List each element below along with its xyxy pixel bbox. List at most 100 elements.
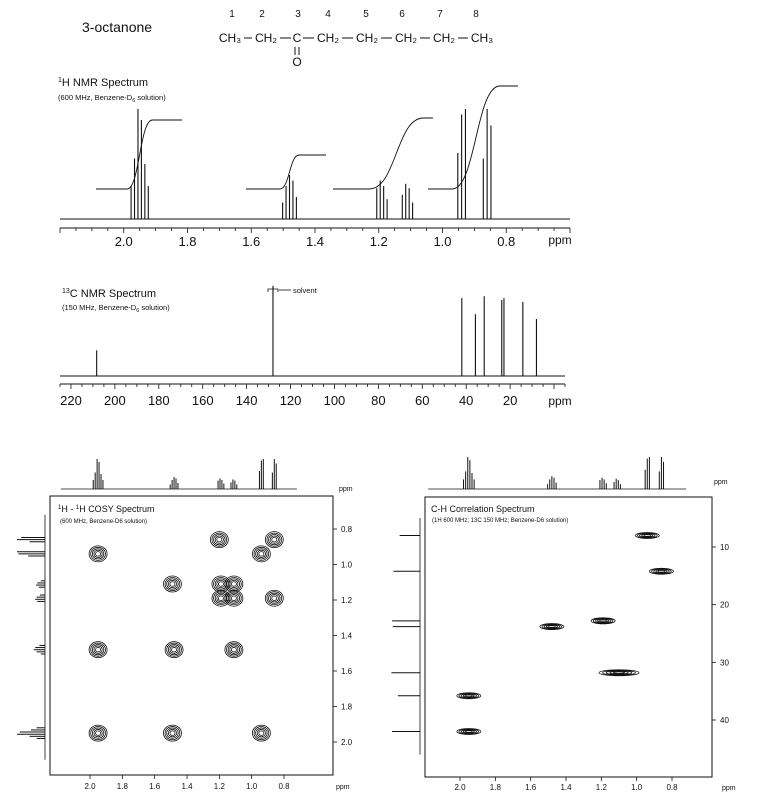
hetcor-cross-peak <box>634 532 660 539</box>
cosy-cross-peak <box>230 581 237 587</box>
hetcor-y-tick-label: 40 <box>720 716 729 725</box>
hetcor-cross-peaks <box>456 532 674 735</box>
cosy-cross-peak <box>253 546 270 561</box>
carbon-numbers: 1 2 3 4 5 6 7 8 <box>229 9 479 20</box>
hetcor-cross-peak <box>462 729 475 734</box>
hetcor-frame <box>424 496 713 778</box>
compound-name: 3-octanone <box>82 19 152 35</box>
formula-group-7: CH₂ <box>433 31 455 45</box>
cosy-cross-peak <box>164 577 181 591</box>
cosy-cross-peak <box>227 578 241 590</box>
h1-title-sup: 1 <box>58 77 62 84</box>
cosy-x-unit: ppm <box>336 784 350 791</box>
c13-tick-label: 180 <box>148 393 170 408</box>
c13-tick-label: 20 <box>503 393 517 408</box>
cosy-x-tick-label: 1.0 <box>246 782 258 791</box>
c13-tick-label: 40 <box>459 393 473 408</box>
h1-integral-1 <box>96 119 182 190</box>
cosy-cross-peak <box>90 642 106 657</box>
cosy-cross-peak <box>271 595 278 601</box>
hetcor-cross-peak <box>637 532 658 539</box>
cosy-cross-peak <box>90 726 106 741</box>
c13-axis-unit: ppm <box>548 394 571 408</box>
c13-spectrum: solvent <box>60 285 565 377</box>
formula-group-6: CH₂ <box>395 31 417 45</box>
carbon-number-7: 7 <box>437 9 443 20</box>
formula-group-4: CH₂ <box>317 31 339 45</box>
cosy-y-unit: ppm <box>339 486 353 493</box>
hetcor-cross-peak <box>465 694 473 698</box>
c13-x-axis: 220 200 180 160 140 120 100 80 60 40 20 ppm <box>59 383 572 408</box>
cosy-cross-peak <box>93 729 103 738</box>
cosy-cross-peak <box>230 595 237 601</box>
hetcor-cross-peak <box>460 729 477 734</box>
hetcor-cross-peak <box>545 624 558 629</box>
hetcor-conditions: (1H 600 MHz; 13C 150 MHz; Benzene-D6 sol… <box>432 518 568 524</box>
cosy-cross-peak <box>268 592 281 604</box>
hetcor-y-tick-label: 10 <box>720 543 729 552</box>
hetcor-x-tick-label: 0.8 <box>666 783 678 792</box>
h1-tick-label: 0.8 <box>497 234 515 249</box>
cosy-cross-peak <box>167 729 177 738</box>
hetcor-cross-peak <box>456 728 482 735</box>
cosy-cross-peak <box>166 727 179 739</box>
cosy-axes: 2.0 2.0 1.8 1.8 1.6 1.6 1.4 1.4 1.2 1.2 1.0 1.0 0.8 0… <box>84 486 352 791</box>
h1-tick-label: 2.0 <box>115 234 133 249</box>
cosy-cross-peak <box>224 589 244 607</box>
cosy-cross-peak <box>251 545 271 563</box>
cosy-cross-peak <box>255 727 268 739</box>
hetcor-x-tick-label: 1.0 <box>631 783 643 792</box>
cosy-y-tick-label: 1.8 <box>341 703 353 712</box>
cosy-x-tick-label: 2.0 <box>84 782 96 791</box>
h1-integral-3 <box>333 117 433 190</box>
hetcor-cross-peak <box>595 618 612 624</box>
hetcor-cross-peak <box>598 669 640 677</box>
hetcor-cross-peak <box>641 533 654 538</box>
carbon-number-6: 6 <box>399 9 405 20</box>
cosy-cross-peak <box>218 581 224 587</box>
hetcor-x-tick-label: 1.8 <box>490 783 502 792</box>
hetcor-cross-peak <box>649 567 674 575</box>
carbon-number-4: 4 <box>325 9 331 20</box>
carbon-number-8: 8 <box>473 9 479 20</box>
hetcor-cross-peak <box>609 670 629 675</box>
formula-group-8: CH₃ <box>471 31 493 45</box>
cosy-cross-peak <box>258 551 265 557</box>
cosy-cross-peak <box>253 726 270 741</box>
cosy-cross-peak <box>167 579 177 589</box>
cosy-cross-peak <box>226 591 242 606</box>
c13-tick-label: 120 <box>280 393 302 408</box>
cosy-cross-peak <box>163 724 182 742</box>
cosy-cross-peak <box>163 575 182 593</box>
hetcor-cross-peak <box>458 728 480 735</box>
h1-title: 1H NMR Spectrum <box>58 77 148 89</box>
c13-tick-label: 60 <box>415 393 429 408</box>
hetcor-cross-peak <box>655 569 668 573</box>
cosy-cross-peak <box>167 644 181 656</box>
h1-tick-label: 1.6 <box>242 234 260 249</box>
cosy-cross-peak <box>164 641 184 659</box>
hetcor-cross-peak <box>592 617 614 624</box>
hetcor-top-projection <box>428 457 687 490</box>
cosy-cross-peak <box>218 595 224 601</box>
cosy-cross-peak <box>93 549 103 558</box>
hetcor-y-tick-label: 20 <box>720 601 729 610</box>
cosy-cross-peak <box>268 534 281 546</box>
cosy-cross-peak <box>171 647 177 653</box>
c13-tick-label: 220 <box>60 393 82 408</box>
h1-title-text: H NMR Spectrum <box>62 77 148 89</box>
cosy-cross-peak <box>91 548 105 560</box>
cosy-cross-peak <box>226 642 242 657</box>
cosy-y-tick-label: 0.8 <box>341 525 353 534</box>
hetcor-cross-peak <box>653 568 670 574</box>
cosy-cross-peak <box>229 579 239 589</box>
solvent-bracket <box>267 288 279 292</box>
c13-title: 13C NMR Spectrum <box>62 288 156 300</box>
hetcor-cross-peak <box>599 619 607 623</box>
cosy-y-tick-label: 1.6 <box>341 667 353 676</box>
cosy-cross-peak <box>255 548 268 560</box>
hetcor-cross-peak <box>613 671 626 674</box>
hetcor-x-tick-label: 2.0 <box>454 783 466 792</box>
hetcor-cross-peak <box>465 730 473 733</box>
hetcor-cross-peak <box>602 669 636 676</box>
